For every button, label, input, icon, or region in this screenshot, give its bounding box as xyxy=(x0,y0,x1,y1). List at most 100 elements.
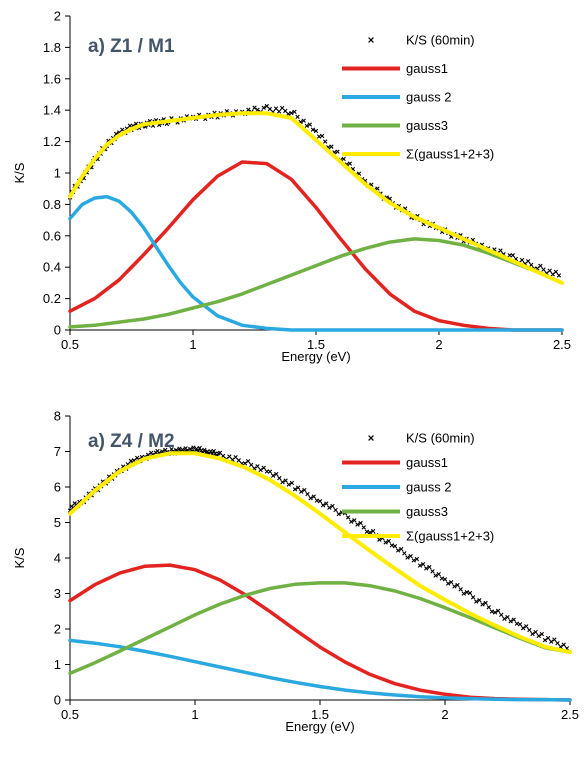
data-point xyxy=(424,566,429,571)
data-point xyxy=(286,111,291,117)
y-tick-label: 1 xyxy=(54,166,61,181)
data-point xyxy=(430,569,435,574)
data-point xyxy=(399,546,404,552)
data-point xyxy=(555,641,560,646)
series-line-gauss-2 xyxy=(68,194,564,332)
x-axis-title: Energy (eV) xyxy=(285,719,354,734)
data-point xyxy=(276,109,282,114)
data-point xyxy=(316,134,322,139)
data-point xyxy=(199,448,204,453)
data-point xyxy=(289,480,295,486)
data-point xyxy=(538,263,543,269)
data-point xyxy=(292,487,298,492)
data-point xyxy=(530,631,535,637)
data-point xyxy=(319,133,325,139)
data-point xyxy=(299,489,304,494)
x-tick-label: 2.5 xyxy=(561,707,579,722)
data-point xyxy=(310,127,316,132)
data-point xyxy=(277,475,282,481)
data-point xyxy=(561,642,566,647)
data-point xyxy=(389,543,395,548)
data-point xyxy=(452,584,457,589)
data-point xyxy=(511,617,516,622)
data-point xyxy=(267,469,273,474)
y-tick-label: 0.2 xyxy=(43,291,61,306)
data-point xyxy=(323,139,328,144)
legend-label: Σ(gauss1+2+3) xyxy=(406,147,494,162)
series-line-gauss3 xyxy=(68,581,572,676)
data-point xyxy=(527,627,532,633)
data-point xyxy=(405,555,410,560)
series-line-gauss1 xyxy=(68,563,572,702)
data-point xyxy=(308,495,313,501)
y-tick-label: 6 xyxy=(54,480,61,495)
data-point xyxy=(270,473,276,478)
series-line-gauss-2 xyxy=(68,638,572,702)
data-point xyxy=(220,453,226,459)
chart-panel-1: 0 0.2 0.4 0.6 0.8 1 1.2 1.4 1.6 1.8 2 0.5 1 1.5 2 2.5 En… xyxy=(12,9,571,365)
x-tick-label: 2.5 xyxy=(553,337,571,352)
data-point xyxy=(408,554,413,559)
data-point xyxy=(470,595,476,600)
legend-label: gauss3 xyxy=(406,504,448,519)
y-tick-label: 7 xyxy=(54,444,61,459)
data-point xyxy=(510,253,515,258)
data-point xyxy=(499,612,504,617)
data-point xyxy=(542,637,548,643)
data-point xyxy=(480,602,485,607)
x-tick-label: 1.5 xyxy=(311,707,329,722)
data-point xyxy=(245,459,251,464)
data-point xyxy=(217,450,223,455)
chart-panel-2: 0 1 2 3 4 5 6 7 8 0.5 1 1.5 2 2.5 Energy (eV) K/S K/S (6… xyxy=(12,409,579,735)
data-point xyxy=(417,563,423,568)
x-tick-label: 2 xyxy=(435,337,442,352)
data-point xyxy=(402,551,407,556)
data-point xyxy=(347,161,353,166)
data-point xyxy=(467,590,473,596)
data-point xyxy=(420,561,426,567)
data-point xyxy=(392,544,398,549)
data-point xyxy=(327,505,332,510)
legend-marker xyxy=(368,435,374,441)
data-point xyxy=(361,525,366,530)
data-point xyxy=(233,455,238,460)
data-point xyxy=(341,156,346,162)
data-point xyxy=(292,109,297,114)
data-point xyxy=(352,518,357,523)
data-point xyxy=(261,465,266,471)
data-point xyxy=(455,582,460,588)
data-point xyxy=(414,556,420,562)
data-point xyxy=(367,530,373,535)
data-point xyxy=(514,621,520,626)
y-tick-label: 0.4 xyxy=(43,260,61,275)
data-point xyxy=(255,464,260,469)
x-tick-label: 1.5 xyxy=(307,337,325,352)
data-point xyxy=(433,573,438,578)
data-point xyxy=(336,511,341,517)
series-line-gauss1 xyxy=(68,160,564,332)
data-point xyxy=(445,581,451,586)
y-tick-label: 1 xyxy=(54,657,61,672)
data-point xyxy=(283,478,288,483)
panel-label: a) Z1 / M1 xyxy=(88,36,175,57)
y-tick-label: 4 xyxy=(54,551,61,566)
data-point xyxy=(375,186,380,191)
x-tick-label: 0.5 xyxy=(61,707,79,722)
data-point xyxy=(349,519,354,524)
y-tick-label: 1.4 xyxy=(43,103,61,118)
data-point xyxy=(464,589,470,595)
data-point xyxy=(525,258,531,264)
data-point xyxy=(227,454,232,459)
data-point xyxy=(249,462,254,468)
data-point xyxy=(486,605,491,610)
legend-label: Σ(gauss1+2+3) xyxy=(406,529,494,544)
data-point xyxy=(442,577,448,582)
data-point xyxy=(395,548,401,553)
series-scatter-ks xyxy=(67,445,570,651)
legend-label: gauss 2 xyxy=(406,90,452,105)
legend-label: gauss 2 xyxy=(406,480,452,495)
y-tick-label: 1.2 xyxy=(43,134,61,149)
y-tick-label: 3 xyxy=(54,586,61,601)
